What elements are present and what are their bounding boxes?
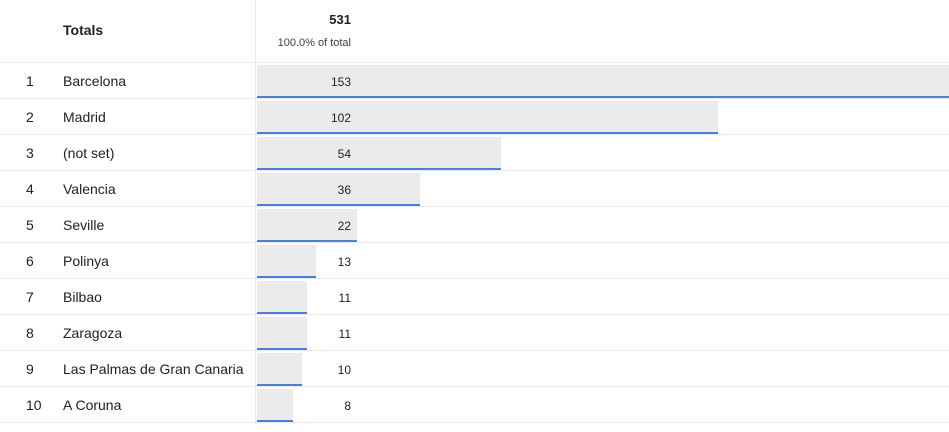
totals-row: Totals 531 100.0% of total bbox=[0, 0, 949, 63]
bar-area bbox=[257, 137, 949, 170]
value-bar bbox=[257, 245, 316, 278]
row-value: 11 bbox=[338, 327, 351, 341]
value-bar bbox=[257, 137, 501, 170]
row-rank: 8 bbox=[26, 325, 34, 341]
value-bar bbox=[257, 65, 949, 98]
row-value: 54 bbox=[337, 147, 351, 161]
city-name[interactable]: (not set) bbox=[63, 145, 115, 161]
value-bar bbox=[257, 209, 357, 242]
table-body: 1 Barcelona 153 2 Madrid 102 3 (not set) 54 4 Vale… bbox=[0, 63, 949, 423]
totals-value: 531 bbox=[329, 12, 351, 27]
row-rank: 6 bbox=[26, 253, 34, 269]
bar-area bbox=[257, 353, 949, 386]
table-row[interactable]: 2 Madrid 102 bbox=[0, 99, 949, 135]
bar-area bbox=[257, 101, 949, 134]
table-row[interactable]: 7 Bilbao 11 bbox=[0, 279, 949, 315]
bar-area bbox=[257, 65, 949, 98]
row-value: 22 bbox=[337, 219, 351, 233]
value-bar bbox=[257, 101, 718, 134]
row-value: 8 bbox=[344, 399, 351, 413]
row-value: 10 bbox=[337, 363, 351, 377]
table-row[interactable]: 4 Valencia 36 bbox=[0, 171, 949, 207]
table-row[interactable]: 8 Zaragoza 11 bbox=[0, 315, 949, 351]
value-bar bbox=[257, 317, 307, 350]
bar-area bbox=[257, 209, 949, 242]
table-row[interactable]: 1 Barcelona 153 bbox=[0, 63, 949, 99]
row-value: 13 bbox=[337, 255, 351, 269]
bar-area bbox=[257, 389, 949, 422]
totals-label: Totals bbox=[63, 22, 104, 38]
bar-area bbox=[257, 317, 949, 350]
city-name[interactable]: A Coruna bbox=[63, 397, 122, 413]
table-row[interactable]: 6 Polinya 13 bbox=[0, 243, 949, 279]
row-rank: 1 bbox=[26, 73, 34, 89]
row-rank: 7 bbox=[26, 289, 34, 305]
value-bar bbox=[257, 281, 307, 314]
column-divider bbox=[255, 0, 256, 424]
row-rank: 2 bbox=[26, 109, 34, 125]
row-rank: 4 bbox=[26, 181, 34, 197]
city-name[interactable]: Bilbao bbox=[63, 289, 102, 305]
totals-percent: 100.0% of total bbox=[277, 37, 351, 49]
city-name[interactable]: Seville bbox=[63, 217, 105, 233]
value-bar bbox=[257, 353, 302, 386]
city-name[interactable]: Barcelona bbox=[63, 73, 127, 89]
row-value: 102 bbox=[330, 111, 351, 125]
bar-area bbox=[257, 173, 949, 206]
table-row[interactable]: 3 (not set) 54 bbox=[0, 135, 949, 171]
table-row[interactable]: 5 Seville 22 bbox=[0, 207, 949, 243]
table-row[interactable]: 9 Las Palmas de Gran Canaria 10 bbox=[0, 351, 949, 387]
value-bar bbox=[257, 173, 420, 206]
row-rank: 10 bbox=[26, 397, 42, 413]
city-name[interactable]: Polinya bbox=[63, 253, 109, 269]
city-name[interactable]: Valencia bbox=[63, 181, 116, 197]
city-name[interactable]: Las Palmas de Gran Canaria bbox=[63, 361, 244, 377]
city-name[interactable]: Zaragoza bbox=[63, 325, 123, 341]
row-value: 153 bbox=[330, 75, 351, 89]
bar-area bbox=[257, 245, 949, 278]
city-name[interactable]: Madrid bbox=[63, 109, 106, 125]
row-rank: 3 bbox=[26, 145, 34, 161]
row-rank: 9 bbox=[26, 361, 34, 377]
row-value: 11 bbox=[338, 291, 351, 305]
row-rank: 5 bbox=[26, 217, 34, 233]
bar-area bbox=[257, 281, 949, 314]
row-value: 36 bbox=[337, 183, 351, 197]
value-bar bbox=[257, 389, 293, 422]
table-row[interactable]: 10 A Coruna 8 bbox=[0, 387, 949, 423]
